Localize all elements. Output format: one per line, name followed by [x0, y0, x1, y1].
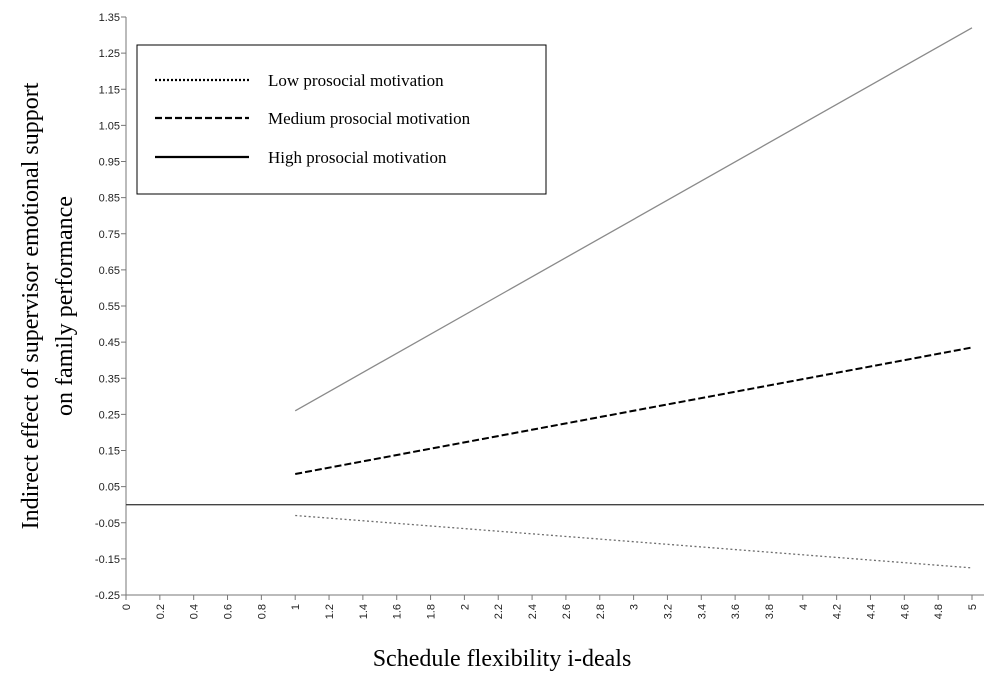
- y-axis-title: Indirect effect of supervisor emotional …: [18, 82, 78, 529]
- legend-box: [136, 44, 547, 195]
- x-tick-label: 1.2: [324, 604, 336, 619]
- y-tick-label: 0.85: [99, 193, 120, 205]
- y-axis-title-line-1: Indirect effect of supervisor emotional …: [18, 82, 44, 529]
- legend-label-2: Medium prosocial motivation: [268, 109, 471, 128]
- y-tick-label: 0.15: [99, 446, 120, 458]
- x-tick-label: 2.6: [561, 604, 573, 619]
- series-line-1: [295, 514, 973, 569]
- y-axis-title-line-2: on family performance: [52, 196, 78, 416]
- x-tick-label: 4.2: [832, 604, 844, 619]
- y-tick-label: 0.35: [99, 373, 120, 385]
- x-ticks: 0 0.2 0.4 0.6 0.8 1 1.2 1.4 1.6 1.8 2 2.2 2.4 2.6 2.8 3…: [121, 595, 979, 619]
- x-tick-label: 1: [290, 604, 302, 610]
- x-tick-label: 0: [121, 604, 133, 610]
- x-tick-label: 4.6: [899, 604, 911, 619]
- legend: Low prosocial motivation Medium prosocial…: [136, 44, 547, 195]
- y-tick-label: -0.15: [95, 554, 120, 566]
- y-tick-label: 1.35: [99, 12, 120, 24]
- series-line-2: [295, 346, 973, 475]
- legend-label-1: Low prosocial motivation: [268, 71, 444, 90]
- x-tick-label: 3.4: [696, 604, 708, 619]
- x-tick-label: 2.2: [493, 604, 505, 619]
- x-tick-label: 2.8: [595, 604, 607, 619]
- y-tick-label: 0.25: [99, 409, 120, 421]
- y-tick-label: 1.05: [99, 120, 120, 132]
- y-tick-label: 1.25: [99, 48, 120, 60]
- y-tick-label: -0.05: [95, 518, 120, 530]
- y-tick-label: 0.55: [99, 301, 120, 313]
- legend-label-3: High prosocial motivation: [268, 148, 447, 167]
- x-tick-label: 2: [459, 604, 471, 610]
- x-tick-label: 1.4: [358, 604, 370, 619]
- x-tick-label: 0.2: [155, 604, 167, 619]
- y-tick-label: 0.65: [99, 265, 120, 277]
- x-axis-title: Schedule flexibility i-deals: [373, 646, 632, 672]
- series-line-3: [294, 27, 973, 412]
- x-tick-label: 5: [967, 604, 979, 610]
- x-tick-label: 1.8: [426, 604, 438, 619]
- x-tick-label: 0.6: [223, 604, 235, 619]
- x-tick-label: 0.8: [256, 604, 268, 619]
- x-tick-label: 4.8: [933, 604, 945, 619]
- y-tick-label: 0.45: [99, 337, 120, 349]
- x-tick-label: 3.8: [764, 604, 776, 619]
- x-tick-label: 1.6: [392, 604, 404, 619]
- y-tick-label: 0.75: [99, 229, 120, 241]
- y-tick-label: -0.25: [95, 590, 120, 602]
- y-tick-label: 0.95: [99, 157, 120, 169]
- x-tick-label: 3.2: [662, 604, 674, 619]
- y-tick-label: 0.05: [99, 482, 120, 494]
- x-tick-label: 2.4: [527, 604, 539, 619]
- y-tick-label: 1.15: [99, 84, 120, 96]
- x-tick-label: 4.4: [865, 604, 877, 619]
- series-lines: [294, 27, 973, 569]
- x-tick-label: 3.6: [730, 604, 742, 619]
- x-tick-label: 4: [798, 604, 810, 610]
- y-ticks: -0.25 -0.15 -0.05 0.05 0.15 0.25 0.35 0.45 0.55 0…: [95, 12, 126, 602]
- x-tick-label: 3: [629, 604, 641, 610]
- x-tick-label: 0.4: [189, 604, 201, 619]
